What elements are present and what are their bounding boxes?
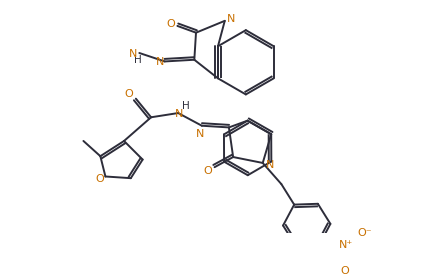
Text: N: N	[156, 57, 164, 67]
Text: O: O	[166, 19, 175, 29]
Text: O: O	[340, 266, 349, 274]
Text: H: H	[134, 55, 142, 65]
Text: N: N	[175, 109, 183, 119]
Text: O: O	[125, 89, 134, 99]
Text: H: H	[182, 101, 190, 111]
Text: O: O	[95, 174, 104, 184]
Text: O: O	[204, 166, 212, 176]
Text: N: N	[266, 161, 275, 170]
Text: N: N	[227, 14, 236, 24]
Text: N: N	[128, 49, 137, 59]
Text: O⁻: O⁻	[358, 228, 372, 238]
Text: N⁺: N⁺	[339, 240, 354, 250]
Text: N: N	[196, 129, 204, 139]
